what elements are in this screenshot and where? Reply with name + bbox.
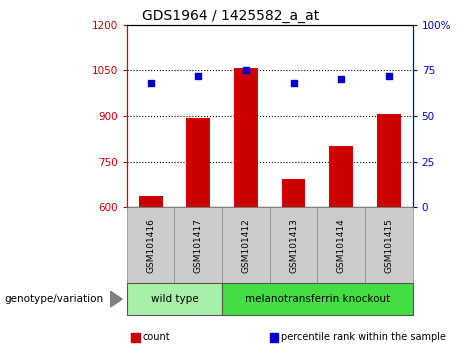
- Point: [290, 80, 297, 86]
- Text: GSM101417: GSM101417: [194, 218, 203, 273]
- Point: [337, 76, 345, 82]
- Bar: [329, 146, 353, 207]
- Text: percentile rank within the sample: percentile rank within the sample: [281, 332, 446, 342]
- Text: GSM101413: GSM101413: [289, 218, 298, 273]
- Polygon shape: [111, 291, 122, 307]
- Text: wild type: wild type: [151, 294, 198, 304]
- Bar: [139, 196, 162, 207]
- Point: [195, 73, 202, 79]
- Bar: [282, 179, 305, 207]
- Point: [385, 73, 392, 79]
- Point: [242, 68, 249, 73]
- Text: count: count: [143, 332, 171, 342]
- Text: GSM101416: GSM101416: [146, 218, 155, 273]
- Bar: [377, 114, 401, 207]
- Point: [147, 80, 154, 86]
- Text: GSM101415: GSM101415: [384, 218, 393, 273]
- Text: GSM101412: GSM101412: [242, 218, 250, 273]
- Text: GDS1964 / 1425582_a_at: GDS1964 / 1425582_a_at: [142, 9, 319, 23]
- Text: genotype/variation: genotype/variation: [5, 294, 104, 304]
- Text: GSM101414: GSM101414: [337, 218, 346, 273]
- Bar: [234, 68, 258, 207]
- Bar: [186, 118, 210, 207]
- Text: melanotransferrin knockout: melanotransferrin knockout: [245, 294, 390, 304]
